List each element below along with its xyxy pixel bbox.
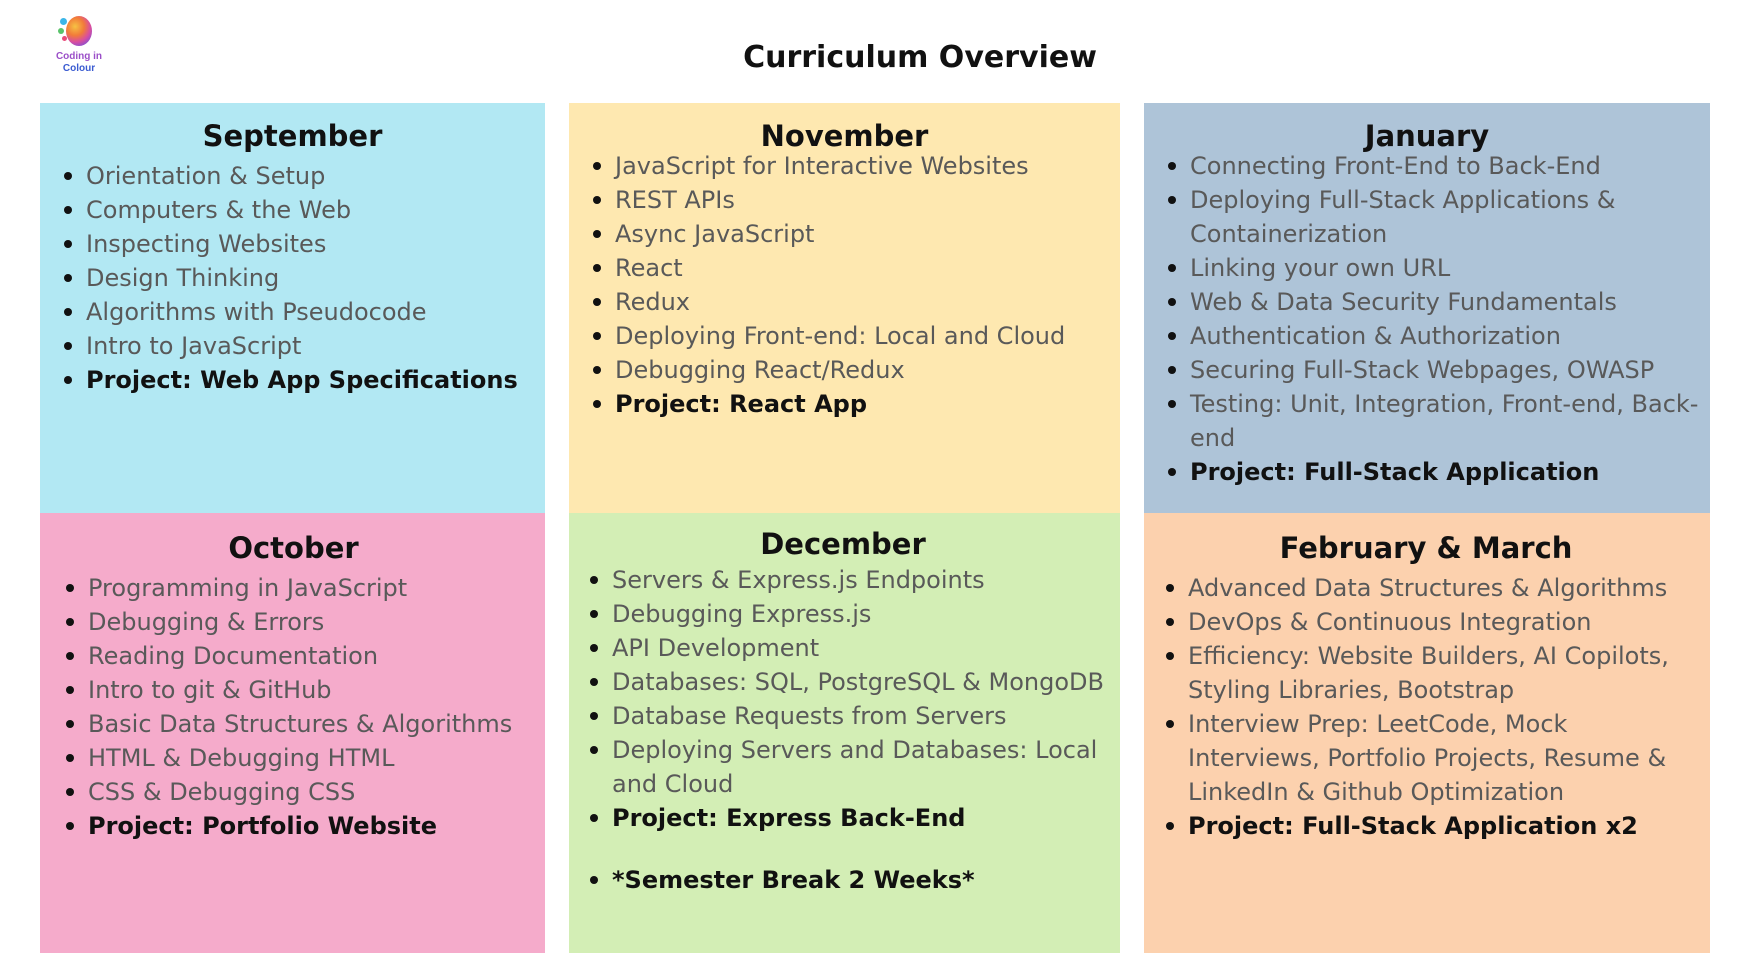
list-item: Advanced Data Structures & Algorithms [1150,571,1702,605]
logo-dot-icon [62,36,67,41]
list-item: Deploying Front-end: Local and Cloud [577,319,1112,353]
list-item: Debugging & Errors [50,605,537,639]
list-item: Programming in JavaScript [50,571,537,605]
list-item: Algorithms with Pseudocode [48,295,537,329]
panel-heading: November [760,119,929,153]
list-item: Debugging Express.js [574,597,1112,631]
topic-list: Advanced Data Structures & Algorithms De… [1150,571,1702,843]
panel-december: December Servers & Express.js Endpoints … [569,513,1120,953]
panel-october: October Programming in JavaScript Debugg… [40,513,545,953]
list-item: Redux [577,285,1112,319]
logo-text: Colour [62,63,96,74]
list-item: DevOps & Continuous Integration [1150,605,1702,639]
list-item: Debugging React/Redux [577,353,1112,387]
list-item: Orientation & Setup [48,159,537,193]
topic-list: JavaScript for Interactive Websites REST… [577,149,1112,421]
project-item: Project: React App [577,387,1112,421]
list-item: Servers & Express.js Endpoints [574,563,1112,597]
logo-text: Coding in [55,51,103,62]
list-item: Inspecting Websites [48,227,537,261]
panel-september: September Orientation & Setup Computers … [40,103,545,513]
list-item: Databases: SQL, PostgreSQL & MongoDB [574,665,1112,699]
topic-list: Connecting Front-End to Back-End Deployi… [1152,149,1702,489]
logo: Coding in Colour [48,14,112,80]
panel-november: November JavaScript for Interactive Webs… [569,103,1120,513]
page-title: Curriculum Overview [743,40,1097,75]
list-item: Efficiency: Website Builders, AI Copilot… [1150,639,1702,707]
list-item: Deploying Servers and Databases: Local a… [574,733,1112,801]
list-item: Interview Prep: LeetCode, Mock Interview… [1150,707,1702,809]
project-item: Project: Full-Stack Application x2 [1150,809,1702,843]
list-item: Web & Data Security Fundamentals [1152,285,1702,319]
topic-list: Programming in JavaScript Debugging & Er… [50,571,537,843]
list-item: Linking your own URL [1152,251,1702,285]
panel-heading: September [202,119,383,153]
list-item: API Development [574,631,1112,665]
list-item: Computers & the Web [48,193,537,227]
logo-dot-icon [58,28,64,34]
list-item: Testing: Unit, Integration, Front-end, B… [1152,387,1702,455]
list-item: Securing Full-Stack Webpages, OWASP [1152,353,1702,387]
panel-heading: December [760,527,926,561]
topic-list: Orientation & Setup Computers & the Web … [48,159,537,397]
list-item: Async JavaScript [577,217,1112,251]
project-item: Project: Express Back-End [574,801,1112,835]
list-item: Connecting Front-End to Back-End [1152,149,1702,183]
panel-february-march: February & March Advanced Data Structure… [1144,513,1710,953]
panel-january: January Connecting Front-End to Back-End… [1144,103,1710,513]
panel-heading: October [228,531,359,565]
list-item: Reading Documentation [50,639,537,673]
list-item: React [577,251,1112,285]
topic-list: Servers & Express.js Endpoints Debugging… [574,563,1112,897]
list-item: CSS & Debugging CSS [50,775,537,809]
list-item: REST APIs [577,183,1112,217]
logo-dot-icon [60,18,67,25]
project-item: Project: Web App Specifications [48,363,537,397]
list-item: Database Requests from Servers [574,699,1112,733]
list-item: JavaScript for Interactive Websites [577,149,1112,183]
project-item: Project: Portfolio Website [50,809,537,843]
list-item: Authentication & Authorization [1152,319,1702,353]
list-item: Deploying Full-Stack Applications & Cont… [1152,183,1702,251]
panel-heading: February & March [1279,531,1573,565]
project-item: Project: Full-Stack Application [1152,455,1702,489]
semester-break-note: *Semester Break 2 Weeks* [574,863,1112,897]
list-item: Design Thinking [48,261,537,295]
list-item: Intro to git & GitHub [50,673,537,707]
list-item: Basic Data Structures & Algorithms [50,707,537,741]
list-item: HTML & Debugging HTML [50,741,537,775]
panel-heading: January [1364,119,1490,153]
list-item: Intro to JavaScript [48,329,537,363]
logo-head-icon [66,16,92,46]
